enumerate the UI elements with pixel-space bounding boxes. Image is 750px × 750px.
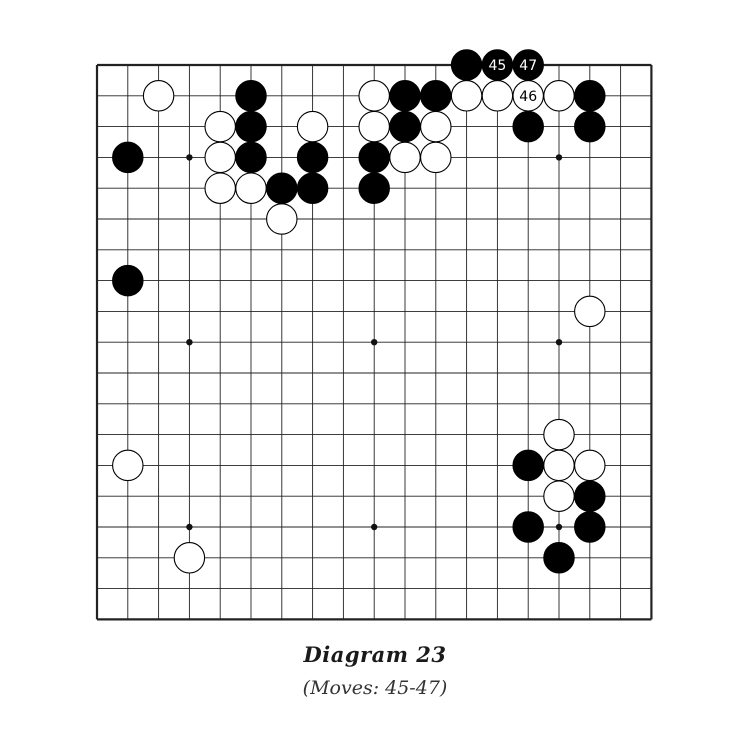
- black-stone: [389, 80, 421, 112]
- white-stone: [543, 480, 575, 512]
- black-stone: [266, 172, 298, 204]
- black-stone: [389, 110, 421, 143]
- black-stone: [112, 141, 144, 174]
- black-stone: [358, 141, 390, 174]
- diagram-moves: (Moves: 45-47): [302, 677, 448, 699]
- white-stone: [450, 80, 483, 112]
- black-stone: [574, 110, 606, 143]
- star-point: [186, 523, 193, 531]
- white-stone: [142, 80, 175, 112]
- white-stone: [574, 449, 606, 482]
- black-stone: [512, 110, 544, 143]
- black-stone: [512, 449, 544, 482]
- black-stone: [450, 49, 483, 81]
- white-stone: 46: [512, 80, 544, 112]
- white-stone: [173, 542, 206, 574]
- black-stone: [296, 172, 329, 204]
- white-stone: [481, 80, 514, 112]
- go-board[interactable]: 45 47 46: [0, 0, 750, 640]
- white-stone: [543, 80, 575, 112]
- black-stone: [235, 141, 267, 174]
- black-stone: [543, 542, 575, 574]
- star-points: [186, 154, 563, 531]
- white-stone: [420, 141, 452, 174]
- board-grid: [95, 63, 653, 621]
- white-stone: [296, 110, 329, 143]
- black-stone: [420, 80, 452, 112]
- star-point: [371, 523, 378, 531]
- black-stone: [235, 80, 267, 112]
- star-point: [555, 523, 563, 531]
- star-point: [186, 339, 193, 346]
- star-point: [555, 154, 563, 161]
- white-stone: [266, 203, 298, 235]
- move-number-label: 47: [519, 58, 537, 74]
- white-stone: [235, 172, 267, 204]
- move-number-label: 45: [488, 58, 506, 74]
- white-stone: [389, 141, 421, 174]
- white-stone: [543, 418, 575, 451]
- star-point: [555, 339, 563, 346]
- move-number-label: 46: [519, 89, 537, 105]
- star-point: [186, 154, 193, 161]
- white-stone: [420, 110, 452, 143]
- stones-layer: 45 47 46: [112, 49, 606, 574]
- white-stone: [358, 110, 390, 143]
- white-stone: [543, 449, 575, 482]
- black-stone: 45: [481, 49, 514, 81]
- white-stone: [574, 295, 606, 328]
- black-stone: [358, 172, 390, 204]
- black-stone: [112, 264, 144, 297]
- black-stone: [296, 141, 329, 174]
- black-stone: [574, 511, 606, 543]
- black-stone: 47: [512, 49, 544, 81]
- white-stone: [204, 172, 236, 204]
- black-stone: [235, 110, 267, 143]
- black-stone: [574, 480, 606, 512]
- white-stone: [204, 141, 236, 174]
- star-point: [371, 339, 378, 346]
- black-stone: [574, 80, 606, 112]
- white-stone: [358, 80, 390, 112]
- white-stone: [204, 110, 236, 143]
- black-stone: [512, 511, 544, 543]
- white-stone: [112, 449, 144, 482]
- diagram-title: Diagram 23: [303, 642, 447, 667]
